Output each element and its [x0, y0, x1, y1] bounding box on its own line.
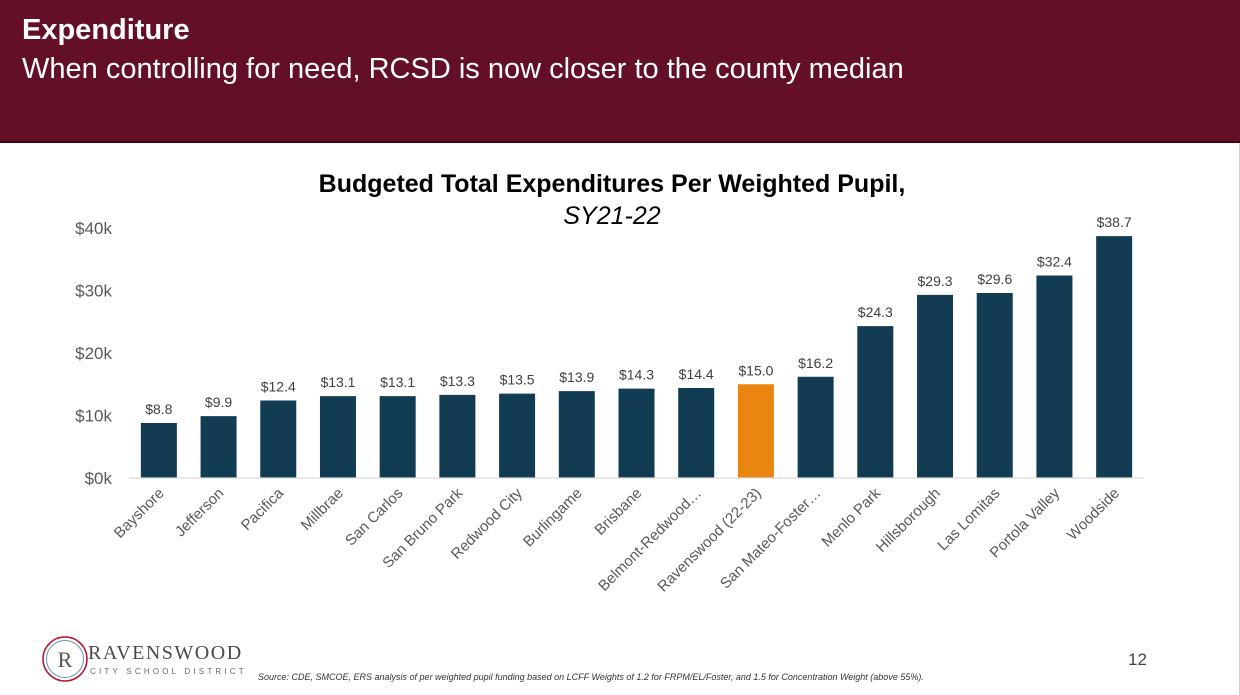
x-tick-label: Jefferson — [172, 485, 227, 540]
x-tick-label: Brisbane — [591, 485, 645, 539]
logo-subtitle: CITY SCHOOL DISTRICT — [90, 667, 247, 676]
data-label: $8.8 — [145, 401, 172, 417]
data-label: $29.3 — [918, 273, 953, 289]
header-banner: Expenditure When controlling for need, R… — [0, 0, 1240, 143]
data-label: $13.3 — [440, 373, 475, 389]
data-label: $13.9 — [559, 369, 594, 385]
bar — [976, 293, 1013, 478]
data-label: $14.4 — [679, 366, 714, 382]
bar — [917, 294, 954, 478]
bar — [439, 394, 476, 478]
data-label: $13.1 — [320, 374, 355, 390]
x-tick-label: Menlo Park — [818, 484, 884, 550]
y-tick-label: $0k — [85, 469, 113, 488]
x-tick-label: Millbrae — [298, 485, 347, 534]
bar — [678, 388, 715, 478]
data-label: $32.4 — [1037, 254, 1072, 270]
slide-subtitle: When controlling for need, RCSD is now c… — [22, 53, 904, 85]
bar — [140, 423, 177, 478]
x-tick-label: Ravenswood (22-23) — [654, 485, 764, 595]
x-tick-label: Bayshore — [111, 485, 168, 542]
x-tick-label: San Carlos — [342, 485, 406, 549]
bar — [618, 388, 655, 478]
data-labels-group: $8.8 $9.9 $12.4 $13.1 $13.1 $13.3 $13.5 $13.9 $1… — [145, 214, 1132, 417]
bar — [260, 400, 297, 478]
bar — [1096, 236, 1133, 478]
x-tick-label: Pacifica — [238, 484, 288, 534]
data-label: $13.1 — [380, 374, 415, 390]
data-label: $15.0 — [738, 362, 773, 378]
data-label: $29.6 — [977, 271, 1012, 287]
bar — [1036, 275, 1073, 478]
source-note: Source: CDE, SMCOE, ERS analysis of per … — [258, 672, 924, 682]
page-number: 12 — [1128, 650, 1147, 669]
bars-group — [140, 236, 1133, 478]
bar — [499, 393, 536, 478]
logo-name: RAVENSWOOD — [88, 642, 243, 664]
bar — [379, 396, 416, 478]
x-tick-label: Burlingame — [520, 485, 586, 551]
data-label: $14.3 — [619, 367, 654, 383]
bar — [558, 391, 595, 478]
x-tick-label: Woodside — [1064, 485, 1123, 544]
bar-chart: Budgeted Total Expenditures Per Weighted… — [75, 170, 1144, 595]
x-tick-label: Hillsborough — [873, 485, 944, 556]
bar — [797, 376, 834, 478]
y-tick-label: $10k — [75, 407, 112, 426]
data-label: $12.4 — [261, 379, 296, 395]
bar — [319, 396, 356, 478]
data-label: $16.2 — [798, 355, 833, 371]
y-tick-label: $20k — [75, 344, 112, 363]
ravenswood-logo-icon: R — [42, 636, 88, 682]
data-label: $9.9 — [205, 394, 232, 410]
x-tick-label: San Mateo-Foster… — [717, 485, 825, 593]
y-axis: $0k $10k $20k $30k $40k — [75, 219, 112, 488]
y-tick-label: $40k — [75, 219, 112, 238]
chart-subtitle: SY21-22 — [563, 202, 660, 230]
x-tick-label: Belmont-Redwood… — [595, 485, 705, 595]
chart-title: Budgeted Total Expenditures Per Weighted… — [319, 170, 906, 198]
slide-title: Expenditure — [22, 14, 190, 46]
data-label: $24.3 — [858, 304, 893, 320]
bar-highlight — [737, 384, 774, 478]
logo-letter: R — [58, 647, 73, 672]
bar — [200, 416, 237, 478]
y-tick-label: $30k — [75, 282, 112, 301]
bar — [857, 326, 894, 478]
data-label: $38.7 — [1097, 214, 1132, 230]
data-label: $13.5 — [500, 372, 535, 388]
